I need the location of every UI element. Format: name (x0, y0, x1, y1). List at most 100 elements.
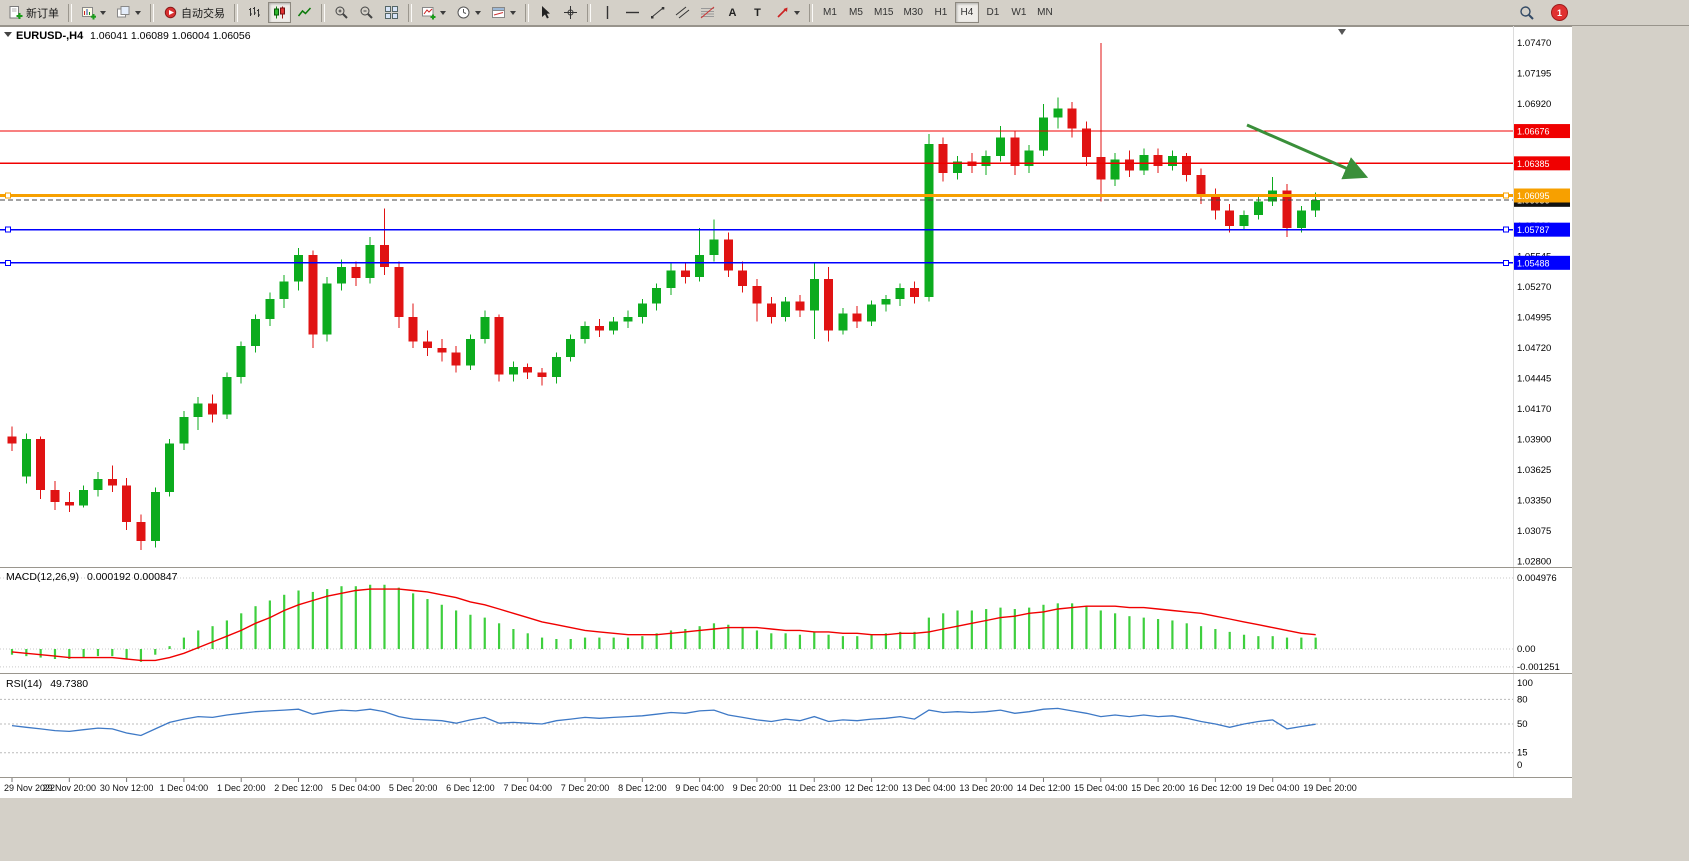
chart-title: EURUSD-,H4 (16, 30, 84, 42)
price-axis-labels: 1.074701.071951.069201.066451.063701.060… (1517, 38, 1551, 568)
label-tool-button[interactable]: T (746, 2, 769, 23)
chart-background (0, 26, 1572, 798)
dropdown-caret-icon (440, 10, 446, 15)
tile-windows-button[interactable] (380, 2, 403, 23)
toolbar-right-group: 1 (1514, 2, 1568, 23)
svg-text:0.004976: 0.004976 (1517, 573, 1557, 584)
svg-text:1 Dec 20:00: 1 Dec 20:00 (217, 783, 266, 793)
crosshair-button[interactable] (559, 2, 582, 23)
templates-button[interactable] (487, 2, 520, 23)
timeframe-d1-button[interactable]: D1 (981, 2, 1005, 23)
macd-pane (0, 577, 1513, 668)
autotrading-icon (164, 6, 177, 19)
clock-icon (457, 6, 470, 19)
price-axis-tags: 1.060561.066761.063851.060951.057871.054… (1514, 124, 1570, 270)
svg-text:15 Dec 20:00: 15 Dec 20:00 (1131, 783, 1185, 793)
periods-button[interactable] (452, 2, 485, 23)
indicators-button[interactable] (417, 2, 450, 23)
svg-text:1.02800: 1.02800 (1517, 557, 1551, 568)
horizontal-line-tool-button[interactable] (621, 2, 644, 23)
channel-icon (675, 6, 690, 19)
svg-text:1.03350: 1.03350 (1517, 496, 1551, 507)
zoom-out-icon (360, 6, 373, 19)
vertical-line-tool-button[interactable] (596, 2, 619, 23)
new-chart-icon (82, 7, 96, 20)
svg-text:-0.001251: -0.001251 (1517, 662, 1560, 673)
svg-text:9 Dec 20:00: 9 Dec 20:00 (733, 783, 782, 793)
crosshair-icon (564, 6, 577, 19)
line-chart-type-button[interactable] (293, 2, 316, 23)
svg-text:13 Dec 04:00: 13 Dec 04:00 (902, 783, 956, 793)
svg-text:0: 0 (1517, 760, 1522, 771)
zoom-in-icon (335, 6, 348, 19)
bar-chart-type-button[interactable] (243, 2, 266, 23)
dropdown-caret-icon (135, 10, 141, 15)
channel-tool-button[interactable] (671, 2, 694, 23)
svg-text:100: 100 (1517, 678, 1533, 689)
timeframe-h1-button[interactable]: H1 (929, 2, 953, 23)
fibonacci-icon (700, 6, 715, 19)
arrow-tool-icon (777, 7, 788, 18)
profiles-icon (117, 6, 130, 18)
svg-text:1.06920: 1.06920 (1517, 99, 1551, 110)
svg-text:14 Dec 12:00: 14 Dec 12:00 (1017, 783, 1071, 793)
timeframe-m5-button[interactable]: M5 (844, 2, 868, 23)
trendline-icon (651, 7, 665, 19)
timeframe-mn-button[interactable]: MN (1033, 2, 1057, 23)
cursor-icon (542, 6, 550, 19)
fibonacci-tool-button[interactable] (696, 2, 719, 23)
svg-text:80: 80 (1517, 694, 1528, 705)
timeframe-h4-button[interactable]: H4 (954, 2, 979, 23)
one-click-trading-toggle[interactable] (4, 32, 12, 37)
autotrading-button[interactable]: 自动交易 (159, 2, 229, 23)
toolbar-separator (408, 3, 412, 22)
cursor-button[interactable] (534, 2, 557, 23)
rsi-axis-labels: 100 80 50 150 (1517, 678, 1533, 771)
timeframe-m1-button[interactable]: M1 (818, 2, 842, 23)
svg-text:19 Dec 20:00: 19 Dec 20:00 (1303, 783, 1357, 793)
candlestick-type-button[interactable] (268, 2, 291, 23)
new-order-button[interactable]: 新订单 (4, 2, 63, 23)
macd-title: MACD(12,26,9) (6, 571, 79, 583)
zoom-out-button[interactable] (355, 2, 378, 23)
svg-text:29 Nov 20:00: 29 Nov 20:00 (43, 783, 97, 793)
chart-canvas[interactable]: 1.074701.071951.069201.066451.063701.060… (0, 26, 1572, 798)
vertical-line-icon (606, 6, 609, 19)
autotrading-label: 自动交易 (181, 7, 225, 20)
dropdown-caret-icon (475, 10, 481, 15)
template-icon (492, 7, 505, 18)
zoom-in-button[interactable] (330, 2, 353, 23)
chart-area[interactable]: 1.074701.071951.069201.066451.063701.060… (0, 26, 1572, 798)
arrows-tool-button[interactable] (771, 2, 804, 23)
search-icon (1520, 6, 1534, 20)
trendline-tool-button[interactable] (646, 2, 669, 23)
svg-text:1.06676: 1.06676 (1517, 127, 1550, 137)
trend-arrow-annotation[interactable] (1246, 123, 1369, 180)
svg-text:1.07195: 1.07195 (1517, 69, 1551, 80)
timeframe-w1-button[interactable]: W1 (1007, 2, 1031, 23)
search-button[interactable] (1515, 2, 1538, 23)
svg-text:1.05270: 1.05270 (1517, 282, 1551, 293)
chart-ohlc-values: 1.06041 1.06089 1.06004 1.06056 (90, 30, 251, 42)
timeframe-m30-button[interactable]: M30 (899, 2, 926, 23)
svg-text:5 Dec 04:00: 5 Dec 04:00 (332, 783, 381, 793)
svg-text:16 Dec 12:00: 16 Dec 12:00 (1189, 783, 1243, 793)
profiles-button[interactable] (112, 2, 145, 23)
new-order-icon (9, 6, 23, 19)
macd-values: 0.000192 0.000847 (87, 571, 178, 583)
svg-text:9 Dec 04:00: 9 Dec 04:00 (675, 783, 724, 793)
svg-text:1.03900: 1.03900 (1517, 435, 1551, 446)
new-chart-button[interactable] (77, 2, 110, 23)
rsi-header: RSI(14) 49.7380 (6, 678, 88, 690)
chart-shift-marker[interactable] (1338, 29, 1346, 35)
timeframe-m15-button[interactable]: M15 (870, 2, 897, 23)
text-tool-button[interactable]: A (721, 2, 744, 23)
svg-text:1.04170: 1.04170 (1517, 404, 1551, 415)
svg-text:15: 15 (1517, 748, 1528, 759)
notification-badge[interactable]: 1 (1551, 4, 1568, 21)
bar-chart-icon (249, 7, 260, 17)
rsi-value: 49.7380 (50, 678, 88, 690)
svg-text:15 Dec 04:00: 15 Dec 04:00 (1074, 783, 1128, 793)
indicators-icon (422, 7, 436, 20)
